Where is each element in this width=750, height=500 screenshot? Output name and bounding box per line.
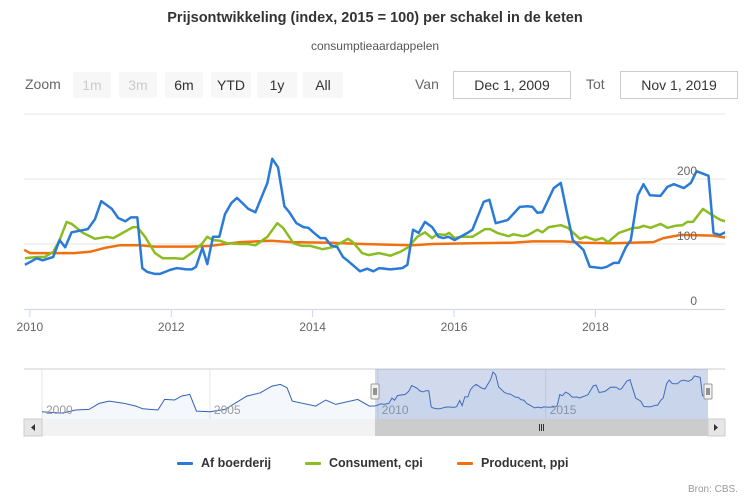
navigator-series-line [41, 371, 709, 414]
credits[interactable]: Bron: CBS. [687, 484, 738, 495]
navigator-tick-label: 2015 [550, 403, 577, 417]
chart-subtitle: consumptieaardappelen [310, 39, 440, 53]
x-tick-label: 2016 [441, 320, 468, 334]
series-line-af-boerderij[interactable] [24, 157, 726, 276]
navigator-area [42, 372, 709, 419]
navigator-tick-label: 2000 [46, 403, 73, 417]
handle-body[interactable] [370, 383, 380, 400]
legend-label: Consument, cpi [329, 456, 423, 470]
from-label: Van [415, 76, 439, 92]
legend-symbol-green [305, 462, 321, 466]
y-tick-label: 0 [690, 294, 697, 308]
zoom-label: Zoom [25, 76, 61, 92]
legend-item-producent-ppi[interactable]: Producent, ppi [457, 456, 569, 470]
zoom-all-button[interactable]: All [303, 72, 343, 98]
navigator-handle-right[interactable] [703, 383, 713, 400]
navigator-handle-left[interactable] [370, 383, 380, 400]
to-date-input[interactable]: Nov 1, 2019 [620, 71, 738, 99]
series-line-producent-ppi[interactable] [24, 233, 725, 255]
to-label: Tot [586, 76, 605, 92]
x-tick-label: 2010 [17, 320, 44, 334]
navigator-selection-mask[interactable] [375, 369, 708, 419]
x-tick-label: 2012 [158, 320, 185, 334]
zoom-3m-button[interactable]: 3m [119, 72, 157, 98]
legend-symbol-orange [457, 462, 473, 466]
zoom-1m-button[interactable]: 1m [73, 72, 111, 98]
x-tick-label: 2014 [299, 320, 326, 334]
from-date-input[interactable]: Dec 1, 2009 [453, 71, 571, 99]
zoom-6m-button[interactable]: 6m [165, 72, 203, 98]
y-tick-label: 200 [677, 164, 697, 178]
navigator-tick-label: 2010 [382, 403, 409, 417]
legend-label: Af boerderij [201, 456, 272, 470]
legend-symbol-blue [177, 462, 193, 466]
series-line-consument-cpi[interactable] [24, 207, 726, 261]
zoom-1y-button[interactable]: 1y [257, 72, 297, 98]
arrow-left-icon [31, 424, 35, 431]
legend-item-consument-cpi[interactable]: Consument, cpi [305, 456, 423, 470]
arrow-right-icon [714, 424, 718, 431]
legend-label: Producent, ppi [481, 456, 569, 470]
legend-item-af-boerderij[interactable]: Af boerderij [177, 456, 271, 470]
navigator-tick-label: 2005 [214, 403, 241, 417]
handle-body[interactable] [703, 383, 713, 400]
x-tick-label: 2018 [582, 320, 609, 334]
zoom-ytd-button[interactable]: YTD [211, 72, 251, 98]
chart-title: Prijsontwikkeling (index, 2015 = 100) pe… [167, 10, 583, 26]
y-tick-label: 100 [677, 229, 697, 243]
